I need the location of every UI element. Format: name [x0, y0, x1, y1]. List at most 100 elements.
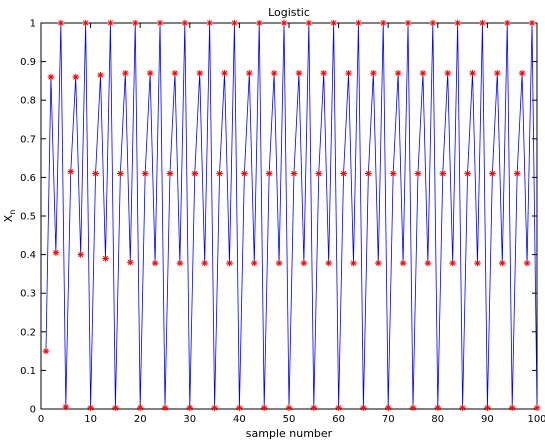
y-axis-label-group: Xn	[2, 210, 17, 223]
series-markers	[42, 19, 541, 412]
data-point-80	[434, 404, 441, 412]
x-tick-label-9: 90	[481, 414, 494, 425]
y-tick-label-9: 0.9	[20, 57, 36, 68]
y-axis-label-subscript: n	[8, 210, 17, 215]
data-point-75	[409, 404, 417, 412]
data-point-76	[414, 170, 422, 177]
data-point-73	[399, 259, 407, 267]
data-point-90	[484, 404, 491, 412]
data-point-21	[141, 170, 149, 177]
data-point-60	[335, 404, 342, 412]
data-point-24	[156, 19, 164, 27]
y-tick-label-0: 0	[30, 405, 36, 416]
data-point-69	[380, 19, 387, 27]
data-point-62	[345, 69, 352, 77]
data-point-94	[504, 19, 511, 27]
x-tick-label-5: 50	[283, 414, 296, 425]
data-point-16	[117, 170, 124, 177]
data-point-17	[122, 69, 129, 77]
data-point-85	[459, 404, 466, 412]
data-point-52	[295, 69, 303, 77]
data-point-61	[340, 170, 347, 177]
data-point-14	[107, 19, 114, 27]
data-point-8	[77, 251, 84, 258]
x-tick-label-6: 60	[332, 414, 345, 425]
data-point-25	[161, 404, 169, 412]
data-point-28	[176, 259, 184, 267]
data-point-32	[196, 69, 203, 77]
data-point-38	[226, 259, 233, 267]
y-tick-label-6: 0.6	[20, 173, 36, 184]
data-point-74	[404, 19, 412, 27]
data-point-45	[261, 404, 268, 412]
data-point-22	[146, 69, 154, 77]
data-point-92	[494, 69, 501, 77]
data-point-91	[489, 170, 496, 177]
data-point-2	[47, 73, 55, 81]
data-point-6	[67, 168, 74, 175]
data-point-41	[241, 170, 248, 177]
data-point-36	[216, 170, 223, 177]
data-point-42	[246, 69, 253, 77]
data-point-31	[191, 170, 198, 177]
data-point-47	[270, 69, 278, 77]
x-tick-label-3: 30	[183, 414, 196, 425]
y-axis-label: X	[2, 214, 15, 222]
data-point-84	[454, 19, 461, 27]
data-point-64	[355, 19, 362, 27]
data-point-63	[350, 259, 357, 267]
data-point-34	[206, 19, 213, 27]
x-tick-label-7: 70	[382, 414, 395, 425]
data-point-20	[137, 404, 144, 412]
y-tick-label-4: 0.4	[20, 250, 36, 261]
data-point-93	[499, 259, 506, 267]
data-point-86	[464, 170, 471, 177]
y-tick-label-3: 0.3	[20, 289, 36, 300]
data-point-72	[394, 69, 402, 77]
data-point-88	[474, 259, 481, 267]
data-point-51	[290, 170, 298, 177]
data-point-12	[97, 71, 104, 79]
data-point-99	[528, 19, 536, 27]
data-point-13	[102, 255, 109, 262]
data-point-79	[429, 19, 437, 27]
data-point-4	[57, 19, 65, 27]
data-point-18	[127, 259, 134, 266]
data-point-3	[52, 249, 60, 256]
data-point-7	[72, 73, 79, 81]
data-point-67	[370, 69, 377, 77]
data-point-87	[469, 69, 476, 77]
data-point-50	[285, 404, 293, 412]
data-point-66	[365, 170, 372, 177]
data-point-10	[87, 404, 94, 412]
data-point-27	[171, 69, 179, 77]
x-tick-label-0: 0	[38, 414, 44, 425]
data-point-49	[280, 19, 288, 27]
data-point-95	[509, 404, 516, 412]
data-point-48	[275, 259, 283, 267]
data-point-1	[42, 347, 50, 355]
data-point-59	[330, 19, 337, 27]
y-tick-label-1: 0.1	[20, 366, 36, 377]
x-axis-label: sample number	[246, 427, 333, 440]
x-tick-label-1: 10	[84, 414, 97, 425]
data-point-78	[424, 259, 432, 267]
y-tick-label-10: 1	[30, 19, 36, 30]
data-point-58	[325, 259, 332, 267]
data-point-29	[181, 19, 189, 27]
data-point-96	[513, 170, 521, 177]
data-point-19	[132, 19, 139, 27]
data-point-83	[449, 259, 456, 267]
data-point-70	[385, 404, 392, 412]
data-point-5	[62, 403, 69, 411]
data-point-81	[439, 170, 446, 177]
data-point-56	[315, 170, 322, 177]
data-point-37	[221, 69, 228, 77]
data-point-57	[320, 69, 327, 77]
data-point-9	[82, 19, 89, 27]
data-point-98	[523, 259, 531, 267]
x-tick-label-10: 100	[527, 414, 545, 425]
data-point-68	[375, 259, 382, 267]
data-point-39	[231, 19, 238, 27]
